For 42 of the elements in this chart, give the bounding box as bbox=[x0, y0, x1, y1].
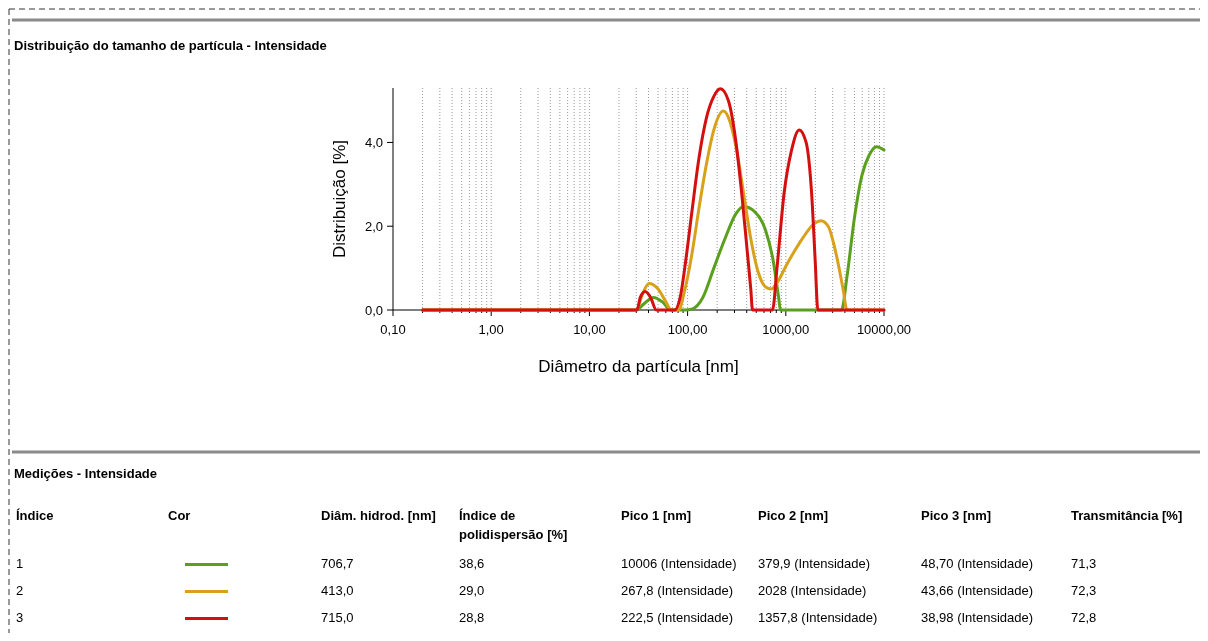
text: 706,7 bbox=[321, 556, 354, 571]
text: 28,8 bbox=[459, 610, 485, 625]
text: Índice de polidispersão [%] bbox=[459, 508, 568, 542]
text: Diâm. hidrod. [nm] bbox=[321, 508, 436, 523]
text: 2 bbox=[16, 583, 24, 598]
text: 1357,8 (Intensidade) bbox=[758, 610, 878, 625]
text: Pico 3 [nm] bbox=[921, 508, 992, 523]
text: 1 bbox=[16, 556, 24, 571]
text: 715,0 bbox=[321, 610, 354, 625]
x-tick-label: 10,00 bbox=[573, 322, 606, 337]
x-tick-label: 10000,00 bbox=[856, 322, 912, 337]
text: 379,9 (Intensidade) bbox=[758, 556, 871, 571]
y-tick-label: 0,0 bbox=[364, 303, 383, 318]
x-tick-label: 0,10 bbox=[380, 322, 406, 337]
text: 267,8 (Intensidade) bbox=[621, 583, 734, 598]
text: 71,3 bbox=[1071, 556, 1097, 571]
x-tick-label: 1000,00 bbox=[762, 322, 810, 337]
text: Pico 1 [nm] bbox=[621, 508, 692, 523]
text: 38,6 bbox=[459, 556, 485, 571]
text: 72,8 bbox=[1071, 610, 1097, 625]
y-axis-title: Distribuição [%] bbox=[330, 139, 349, 259]
text: 72,3 bbox=[1071, 583, 1097, 598]
text: Pico 2 [nm] bbox=[758, 508, 829, 523]
text: 29,0 bbox=[459, 583, 485, 598]
text: Distribuição do tamanho de partícula - Intensidade bbox=[14, 38, 327, 53]
text: Transmitância [%] bbox=[1071, 508, 1183, 523]
y-tick-label: 4,0 bbox=[364, 135, 383, 151]
text: 3 bbox=[16, 610, 24, 625]
text: Índice bbox=[16, 508, 54, 523]
x-tick-label: 1,00 bbox=[478, 322, 504, 337]
text: 10006 (Intensidade) bbox=[621, 556, 737, 571]
text: 48,70 (Intensidade) bbox=[921, 556, 1034, 571]
text: 413,0 bbox=[321, 583, 354, 598]
text: 43,66 (Intensidade) bbox=[921, 583, 1034, 598]
text: Medições - Intensidade bbox=[14, 466, 158, 481]
text: Cor bbox=[168, 508, 191, 523]
text: 2028 (Intensidade) bbox=[758, 583, 867, 598]
y-tick-label: 2,0 bbox=[364, 219, 383, 235]
x-axis-title: Diâmetro da partícula [nm] bbox=[538, 357, 739, 376]
text: 38,98 (Intensidade) bbox=[921, 610, 1034, 625]
text: 222,5 (Intensidade) bbox=[621, 610, 734, 625]
x-tick-label: 100,00 bbox=[667, 322, 708, 337]
